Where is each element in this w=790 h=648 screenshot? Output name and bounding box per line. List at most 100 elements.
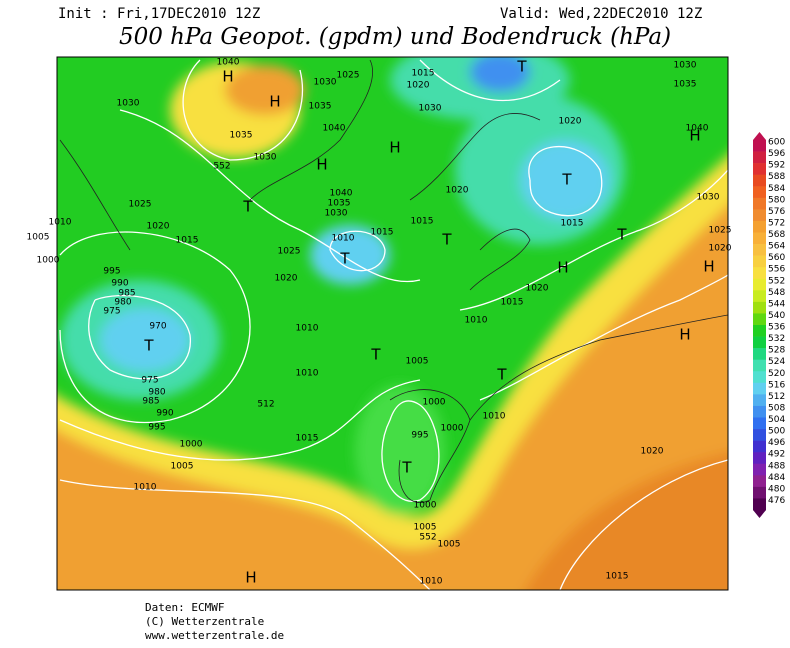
colorbar-label: 536 bbox=[768, 323, 785, 333]
colorbar-label: 540 bbox=[768, 311, 785, 321]
pressure-center: H bbox=[679, 326, 690, 344]
colorbar-label: 500 bbox=[768, 427, 785, 437]
isobar-label: 1015 bbox=[371, 228, 394, 238]
colorbar-label: 556 bbox=[768, 265, 785, 275]
colorbar-swatch bbox=[753, 313, 766, 326]
colorbar-swatch bbox=[753, 417, 766, 430]
colorbar-swatch bbox=[753, 267, 766, 280]
pressure-center: T bbox=[339, 250, 350, 268]
isobar-label: 1005 bbox=[27, 233, 50, 243]
isobar-label: 1000 bbox=[180, 440, 203, 450]
copyright: (C) Wetterzentrale bbox=[145, 615, 264, 628]
pressure-center: H bbox=[703, 258, 714, 276]
isobar-label: 1020 bbox=[641, 447, 664, 457]
pressure-center: T bbox=[616, 226, 627, 244]
pressure-center: H bbox=[245, 569, 256, 587]
isobar-label: 985 bbox=[118, 289, 135, 299]
colorbar-swatch bbox=[753, 186, 766, 199]
isobar-label: 1025 bbox=[129, 200, 152, 210]
colorbar-swatch bbox=[753, 151, 766, 164]
colorbar-swatch bbox=[753, 463, 766, 476]
colorbar-swatch bbox=[753, 452, 766, 465]
isobar-label: 1015 bbox=[296, 434, 319, 444]
colorbar-label: 496 bbox=[768, 438, 785, 448]
pressure-center: T bbox=[401, 459, 412, 477]
isobar-label: 1010 bbox=[420, 577, 443, 587]
colorbar-swatch bbox=[753, 209, 766, 222]
isobar-label: 1040 bbox=[217, 58, 240, 68]
colorbar-swatch bbox=[753, 498, 766, 511]
map-title: 500 hPa Geopot. (gpdm) und Bodendruck (h… bbox=[119, 24, 671, 50]
isobar-label: 1035 bbox=[230, 131, 253, 141]
pressure-center: H bbox=[316, 156, 327, 174]
isobar-label: 1030 bbox=[117, 99, 140, 109]
colorbar-swatch bbox=[753, 336, 766, 349]
colorbar-swatch bbox=[753, 290, 766, 303]
isobar-label: 1010 bbox=[483, 412, 506, 422]
isobar-label: 1030 bbox=[314, 78, 337, 88]
colorbar-label: 600 bbox=[768, 138, 785, 148]
isobar-label: 1020 bbox=[559, 117, 582, 127]
isobar-label: 512 bbox=[257, 400, 274, 410]
colorbar-swatch bbox=[753, 244, 766, 256]
colorbar-swatch bbox=[753, 371, 766, 384]
isobar-label: 1035 bbox=[309, 102, 332, 112]
colorbar-swatch bbox=[753, 429, 766, 441]
isobar-label: 1015 bbox=[501, 298, 524, 308]
isobar-label: 1040 bbox=[323, 124, 346, 134]
website: www.wetterzentrale.de bbox=[145, 629, 284, 642]
valid-time: Valid: Wed,22DEC2010 12Z bbox=[500, 6, 702, 22]
isobar-label: 1040 bbox=[330, 189, 353, 199]
pressure-center: H bbox=[689, 127, 700, 145]
isobar-label: 1020 bbox=[709, 244, 732, 254]
colorbar-swatch bbox=[753, 197, 766, 210]
isobar-label: 1005 bbox=[171, 462, 194, 472]
colorbar-label: 480 bbox=[768, 484, 785, 494]
isobar-label: 1000 bbox=[441, 424, 464, 434]
isobar-label: 995 bbox=[148, 423, 165, 433]
pressure-center: H bbox=[389, 139, 400, 157]
isobar-label: 1035 bbox=[674, 80, 697, 90]
colorbar-label: 548 bbox=[768, 288, 785, 298]
isobar-label: 975 bbox=[103, 307, 120, 317]
pressure-center: T bbox=[516, 58, 527, 76]
isobar-label: 1030 bbox=[674, 61, 697, 71]
isobar-label: 995 bbox=[103, 267, 120, 277]
colorbar-label: 516 bbox=[768, 380, 785, 390]
colorbar-label: 520 bbox=[768, 369, 785, 379]
colorbar-label: 492 bbox=[768, 450, 785, 460]
colorbar-swatch bbox=[753, 278, 766, 291]
colorbar-label: 572 bbox=[768, 218, 785, 228]
isobar-label: 995 bbox=[411, 431, 428, 441]
colorbar-label: 544 bbox=[768, 299, 785, 309]
isobar-label: 552 bbox=[419, 533, 436, 543]
colorbar-swatch bbox=[753, 325, 766, 337]
pressure-center: T bbox=[561, 171, 572, 189]
isobar-label: 1020 bbox=[446, 186, 469, 196]
colorbar-swatch bbox=[753, 382, 766, 395]
colorbar-label: 592 bbox=[768, 161, 785, 171]
isobar-label: 1005 bbox=[406, 357, 429, 367]
colorbar-tip bbox=[753, 510, 766, 518]
isobar-label: 1010 bbox=[465, 316, 488, 326]
pressure-center: T bbox=[496, 366, 507, 384]
isobar-label: 1015 bbox=[561, 219, 584, 229]
isobar-label: 1025 bbox=[709, 226, 732, 236]
isobar-label: 990 bbox=[156, 409, 173, 419]
colorbar-swatch bbox=[753, 440, 766, 453]
pressure-center: T bbox=[242, 198, 253, 216]
colorbar-label: 588 bbox=[768, 172, 785, 182]
pressure-center: T bbox=[370, 346, 381, 364]
isobar-label: 1010 bbox=[49, 218, 72, 228]
colorbar-swatch bbox=[753, 301, 766, 314]
isobar-label: 1030 bbox=[419, 104, 442, 114]
colorbar-label: 560 bbox=[768, 253, 785, 263]
colorbar-swatch bbox=[753, 486, 766, 499]
isobar-label: 980 bbox=[114, 298, 131, 308]
map-field bbox=[57, 57, 728, 590]
colorbar-label: 524 bbox=[768, 357, 785, 367]
colorbar-swatch bbox=[753, 220, 766, 233]
colorbar-label: 576 bbox=[768, 207, 785, 217]
isobar-label: 1015 bbox=[606, 572, 629, 582]
